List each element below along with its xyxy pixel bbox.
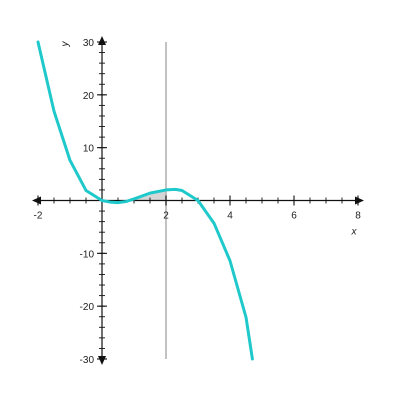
y-tick-label: 30 <box>83 38 95 49</box>
y-axis-label: y <box>60 41 71 48</box>
y-tick-label: -10 <box>80 249 95 260</box>
x-axis-arrow-right <box>355 196 364 205</box>
x-tick-label: 6 <box>291 211 297 222</box>
y-tick-label: 20 <box>83 91 95 102</box>
function-curve <box>36 40 254 361</box>
y-axis-arrow-down <box>98 356 106 365</box>
y-tick-label: -20 <box>80 302 95 313</box>
y-tick-label: -30 <box>80 355 95 366</box>
x-axis-arrow-left <box>32 196 41 205</box>
x-tick-label: 8 <box>355 211 361 222</box>
x-axis-label: x <box>351 227 358 238</box>
y-tick-label: 10 <box>83 144 95 155</box>
x-tick-label: 4 <box>227 211 233 222</box>
x-tick-label: -2 <box>34 211 43 222</box>
x-tick-label: 2 <box>163 211 169 222</box>
curve-layer <box>36 40 254 361</box>
y-axis-arrow-up <box>98 36 106 45</box>
